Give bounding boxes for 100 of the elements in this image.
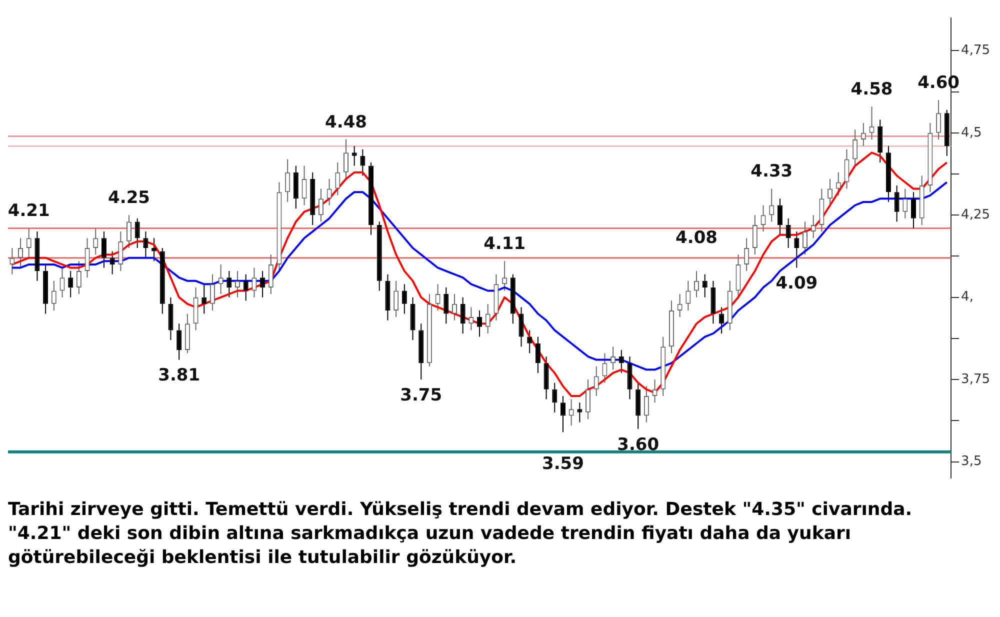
candlestick: [769, 188, 774, 222]
candlestick: [577, 402, 582, 423]
candlestick: [126, 214, 132, 248]
candlestick: [110, 250, 115, 275]
candlestick: [586, 379, 591, 420]
candlestick: [518, 306, 524, 348]
candlestick: [786, 218, 791, 248]
candlestick: [527, 330, 532, 354]
candlestick: [594, 366, 599, 396]
candlestick: [76, 260, 82, 295]
annotation: 4.25: [108, 188, 150, 208]
candlestick: [902, 188, 908, 219]
candlestick: [468, 306, 474, 331]
candlestick: [936, 100, 942, 140]
candlestick: [760, 204, 766, 232]
candlestick: [535, 336, 540, 374]
candlestick: [352, 146, 357, 166]
candlestick: [869, 106, 874, 140]
candlestick: [118, 231, 124, 272]
candlestick: [402, 284, 407, 314]
candlestick: [26, 228, 32, 258]
candlestick: [802, 221, 808, 256]
candlestick: [844, 148, 850, 190]
annotation: 3.81: [158, 366, 200, 386]
candlestick: [560, 395, 566, 433]
candlestick: [252, 267, 257, 298]
candlestick: [10, 248, 15, 275]
candlestick: [836, 172, 841, 196]
candlestick: [84, 238, 90, 278]
candlestick: [460, 296, 466, 334]
candlestick: [719, 306, 724, 334]
candlestick: [752, 214, 758, 256]
candlestick: [444, 286, 449, 324]
candlestick: [652, 379, 658, 404]
y-tick-label: 4,5: [961, 125, 982, 140]
candlestick: [143, 231, 148, 258]
candlestick: [610, 346, 616, 370]
candlestick: [694, 270, 700, 298]
annotation: 4.33: [750, 162, 793, 182]
candlestick: [686, 280, 691, 311]
candlestick: [101, 231, 106, 268]
candlestick: [568, 398, 574, 426]
candlestick: [134, 218, 140, 248]
candlestick: [810, 214, 816, 239]
text: Tarihi zirveye gitti. Temettü verdi. Yükseliş trendi devam ediyor. Destek "4.35" civarında. "4.21" deki son dibin altına sarkmadıkça uzun vadede trendin fiyatı daha da yukarı götürebileceği beklentisi ile tutulabilir gözüküyor.: [8, 498, 914, 570]
annotation: 3.60: [617, 434, 660, 455]
candlestick: [452, 294, 457, 321]
candlestick: [894, 185, 900, 222]
y-tick-label: 4,25: [961, 207, 990, 222]
candlestick: [602, 352, 608, 384]
annotation: 3.75: [400, 385, 442, 406]
candlestick: [794, 231, 800, 268]
y-tick-label: 4,75: [961, 43, 990, 58]
candlestick: [702, 274, 708, 298]
candlestick: [218, 264, 224, 295]
annotation: 4.58: [850, 80, 893, 100]
candlestick: [302, 165, 307, 206]
candlestick: [68, 270, 74, 298]
annotation: 4.11: [484, 234, 526, 254]
candlestick: [852, 129, 858, 166]
annotation: 4.09: [776, 274, 818, 294]
candlestick: [828, 178, 833, 206]
candlestick: [394, 280, 399, 318]
y-tick-label: 4,: [961, 290, 974, 305]
annotation: 4.08: [676, 228, 718, 248]
candlestick: [243, 274, 248, 302]
candlestick: [502, 260, 508, 292]
candlestick: [860, 122, 866, 147]
candlestick: [477, 310, 482, 338]
candlestick: [677, 294, 682, 318]
candlestick: [210, 274, 215, 311]
candlestick: [226, 270, 232, 298]
candlestick: [618, 349, 624, 374]
candlestick: [777, 198, 782, 236]
candlestick: [343, 138, 348, 180]
candlestick: [360, 148, 366, 176]
candlestick: [435, 284, 440, 311]
candlestick: [268, 254, 274, 295]
candlestick: [202, 284, 207, 314]
y-tick-label: 3,75: [961, 372, 990, 387]
candlestick: [260, 270, 266, 298]
annotation: 4.21: [8, 201, 50, 222]
candlestick: [152, 238, 157, 262]
annotation: 4.48: [325, 112, 367, 132]
candlestick: [485, 303, 490, 334]
annotation: 3.59: [542, 454, 584, 474]
candlestick: [60, 267, 65, 298]
candlestick: [335, 162, 340, 196]
candlestick: [644, 386, 649, 423]
candlestick: [326, 178, 332, 206]
candlestick: [18, 238, 24, 268]
candlestick: [235, 270, 240, 298]
candlestick: [176, 323, 182, 360]
candlestick: [910, 192, 916, 229]
candlestick: [552, 382, 558, 413]
candlestick: [318, 188, 324, 222]
candlestick: [744, 238, 750, 272]
candlestick: [93, 228, 98, 256]
y-tick-label: 3,5: [961, 454, 982, 470]
candlestick: [285, 158, 290, 202]
